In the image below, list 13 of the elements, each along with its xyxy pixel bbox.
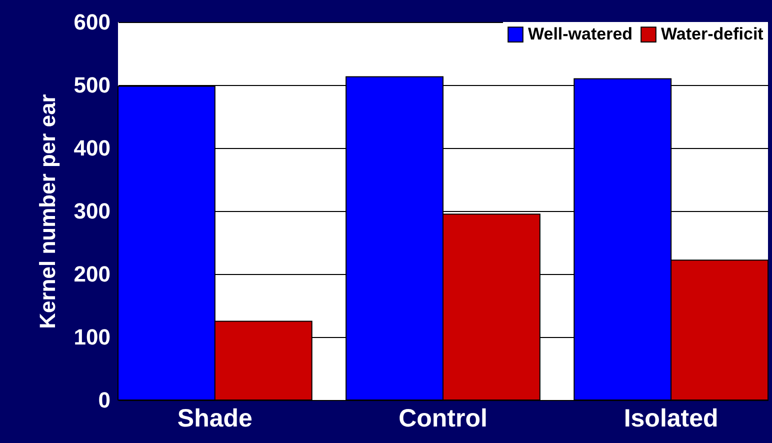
legend-label: Well-watered: [528, 24, 633, 44]
y-tick-label: 200: [74, 262, 110, 286]
legend-label: Water-deficit: [661, 24, 764, 44]
y-tick-label: 600: [74, 10, 110, 34]
x-tick-label: Control: [398, 404, 488, 432]
y-tick-label: 500: [74, 72, 110, 98]
y-axis-title: Kernel number per ear: [34, 94, 60, 329]
x-tick-label: Isolated: [624, 404, 718, 432]
y-tick-label: 0: [98, 388, 110, 412]
x-tick-label: Shade: [177, 404, 253, 432]
y-tick-label: 400: [74, 136, 110, 160]
y-tick-label: 300: [74, 198, 110, 224]
y-tick-label: 100: [74, 324, 110, 350]
